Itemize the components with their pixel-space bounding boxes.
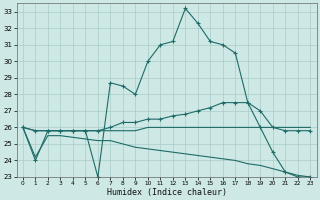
X-axis label: Humidex (Indice chaleur): Humidex (Indice chaleur): [107, 188, 227, 197]
